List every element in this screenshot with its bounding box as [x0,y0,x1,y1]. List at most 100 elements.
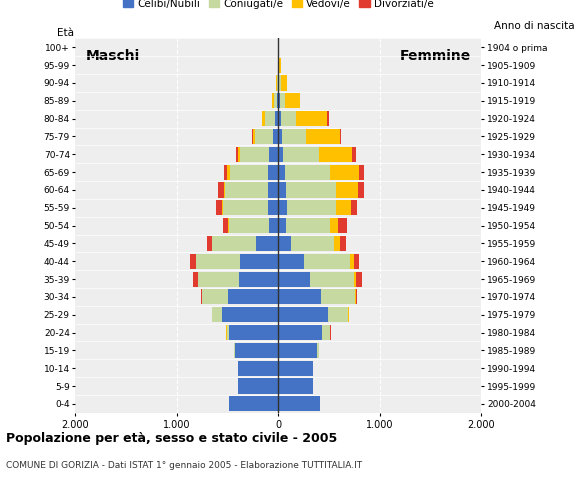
Bar [287,200,336,216]
Legend: Celibi/Nubili, Coniugati/e, Vedovi/e, Divorziati/e: Celibi/Nubili, Coniugati/e, Vedovi/e, Di… [119,0,438,13]
Bar [278,272,310,287]
Bar [269,218,278,233]
Bar [282,129,306,144]
Bar [222,200,223,216]
Bar [278,200,287,216]
Bar [223,165,227,180]
Bar [284,147,319,162]
Bar [281,111,296,126]
Bar [329,218,338,233]
Bar [278,307,328,323]
Bar [278,147,284,162]
Bar [202,289,227,304]
Bar [255,129,273,144]
Bar [229,218,269,233]
Bar [216,200,222,216]
Bar [340,129,341,144]
Bar [278,289,321,304]
Bar [280,93,285,108]
Bar [239,272,278,287]
Bar [336,182,358,198]
Bar [223,218,228,233]
Bar [354,289,356,304]
Bar [252,129,255,144]
Bar [201,289,202,304]
Bar [223,182,224,198]
Bar [265,111,275,126]
Bar [279,58,281,73]
Bar [275,111,278,126]
Bar [356,289,357,304]
Bar [238,378,278,394]
Bar [291,236,334,251]
Bar [340,236,346,251]
Bar [356,272,361,287]
Bar [278,360,313,376]
Bar [268,182,278,198]
Bar [353,272,356,287]
Bar [278,253,304,269]
Bar [238,360,278,376]
Bar [272,93,274,108]
Bar [286,218,329,233]
Bar [306,129,340,144]
Bar [285,165,329,180]
Bar [279,75,281,91]
Bar [207,236,212,251]
Text: Maschi: Maschi [85,49,140,63]
Bar [328,307,349,323]
Bar [212,236,256,251]
Bar [338,218,347,233]
Bar [268,165,278,180]
Bar [286,182,336,198]
Bar [212,307,222,323]
Bar [278,325,322,340]
Bar [278,93,280,108]
Bar [278,396,320,411]
Bar [278,218,286,233]
Text: Età: Età [57,28,74,38]
Bar [285,93,300,108]
Bar [278,182,286,198]
Bar [240,147,269,162]
Bar [278,129,282,144]
Bar [227,325,229,340]
Bar [218,182,223,198]
Bar [278,236,291,251]
Bar [222,307,278,323]
Bar [235,343,278,358]
Bar [227,165,230,180]
Bar [268,200,278,216]
Bar [304,253,350,269]
Bar [322,325,330,340]
Text: COMUNE DI GORIZIA - Dati ISTAT 1° gennaio 2005 - Elaborazione TUTTITALIA.IT: COMUNE DI GORIZIA - Dati ISTAT 1° gennai… [6,461,362,470]
Bar [273,129,278,144]
Bar [296,111,327,126]
Bar [227,289,278,304]
Text: Femmine: Femmine [400,49,471,63]
Bar [198,272,239,287]
Bar [278,378,313,394]
Bar [238,147,240,162]
Bar [229,396,278,411]
Bar [336,200,351,216]
Bar [278,75,279,91]
Bar [224,182,268,198]
Bar [278,343,317,358]
Bar [321,289,354,304]
Bar [269,147,278,162]
Bar [274,93,277,108]
Bar [240,253,278,269]
Bar [278,165,285,180]
Bar [358,182,364,198]
Bar [236,147,238,162]
Bar [359,165,364,180]
Bar [334,236,340,251]
Bar [278,111,281,126]
Bar [223,200,268,216]
Bar [350,253,353,269]
Bar [310,272,353,287]
Bar [229,325,278,340]
Bar [353,253,359,269]
Bar [319,147,353,162]
